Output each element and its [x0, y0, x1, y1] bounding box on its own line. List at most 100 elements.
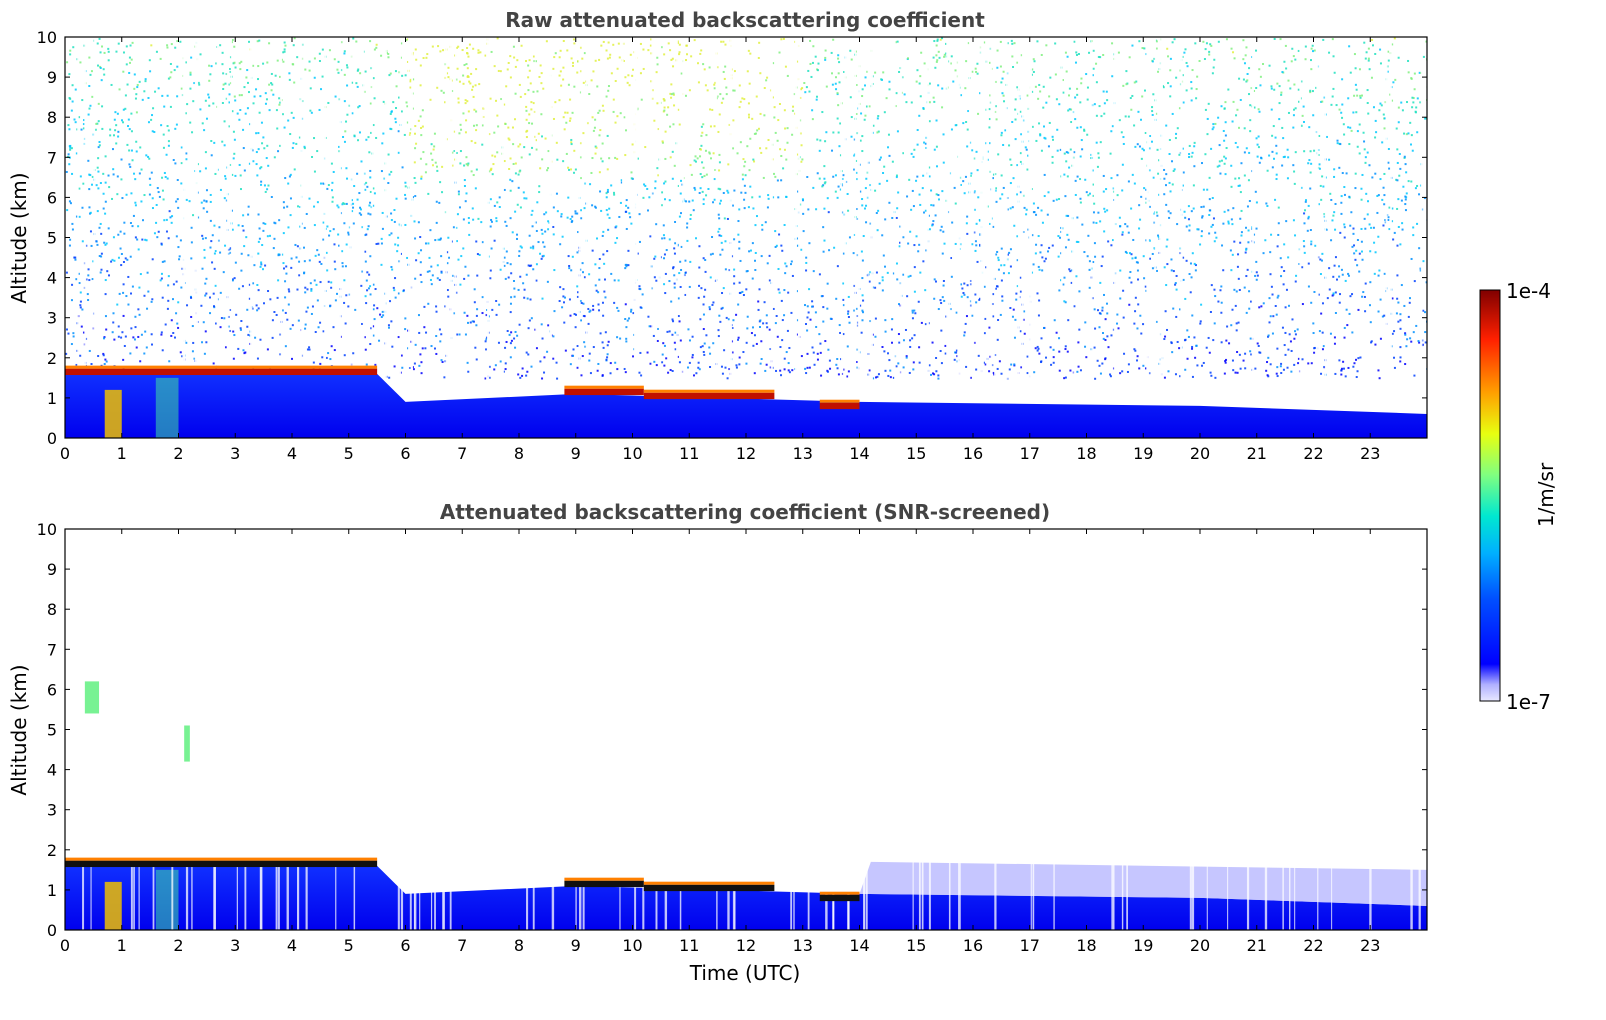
noise-pixel: [205, 292, 208, 295]
noise-pixel: [916, 69, 919, 72]
noise-pixel: [369, 190, 372, 193]
noise-pixel: [1193, 336, 1196, 339]
noise-pixel: [341, 262, 344, 265]
noise-pixel: [694, 188, 697, 191]
noise-pixel: [1130, 108, 1133, 111]
noise-pixel: [149, 70, 152, 73]
noise-pixel: [624, 76, 627, 79]
noise-pixel: [1353, 53, 1356, 56]
noise-pixel: [1424, 341, 1427, 344]
noise-pixel: [190, 56, 193, 59]
noise-pixel: [933, 373, 936, 376]
noise-pixel: [1303, 245, 1306, 248]
noise-pixel: [1259, 84, 1262, 87]
noise-pixel: [988, 108, 991, 111]
noise-pixel: [720, 40, 723, 43]
noise-pixel: [727, 318, 730, 321]
noise-pixel: [711, 108, 714, 111]
noise-pixel: [989, 94, 992, 97]
noise-pixel: [726, 217, 729, 220]
noise-pixel: [499, 268, 502, 271]
noise-pixel: [955, 311, 958, 314]
noise-pixel: [965, 222, 968, 225]
noise-pixel: [630, 171, 633, 174]
noise-pixel: [572, 348, 575, 351]
noise-pixel: [462, 247, 465, 250]
noise-pixel: [1361, 295, 1364, 298]
noise-pixel: [397, 336, 400, 339]
noise-pixel: [815, 325, 818, 328]
noise-pixel: [969, 279, 972, 282]
noise-pixel: [179, 239, 182, 242]
noise-pixel: [397, 292, 400, 295]
noise-pixel: [1132, 238, 1135, 241]
noise-pixel: [457, 193, 460, 196]
noise-pixel: [1191, 69, 1194, 72]
noise-pixel: [466, 67, 469, 70]
noise-pixel: [88, 206, 91, 209]
noise-pixel: [1290, 60, 1293, 63]
noise-pixel: [322, 330, 325, 333]
noise-pixel: [1155, 112, 1158, 115]
noise-pixel: [474, 141, 477, 144]
noise-pixel: [1116, 313, 1119, 316]
noise-pixel: [1151, 252, 1154, 255]
noise-pixel: [1413, 280, 1416, 283]
noise-pixel: [1016, 164, 1019, 167]
noise-pixel: [467, 221, 470, 224]
noise-pixel: [285, 265, 288, 268]
noise-pixel: [1204, 153, 1207, 156]
noise-pixel: [881, 276, 884, 279]
noise-pixel: [718, 169, 721, 172]
noise-pixel: [1245, 247, 1248, 250]
noise-pixel: [111, 331, 114, 334]
noise-pixel: [331, 181, 334, 184]
noise-pixel: [345, 202, 348, 205]
noise-pixel: [1312, 332, 1315, 335]
noise-pixel: [66, 61, 69, 64]
noise-pixel: [389, 300, 392, 303]
noise-pixel: [518, 170, 521, 173]
noise-pixel: [285, 272, 288, 275]
noise-pixel: [78, 282, 81, 285]
noise-pixel: [1416, 222, 1419, 225]
noise-pixel: [737, 233, 740, 236]
noise-pixel: [1141, 95, 1144, 98]
noise-pixel: [209, 246, 212, 249]
noise-pixel: [724, 65, 727, 68]
noise-pixel: [255, 304, 258, 307]
noise-pixel: [861, 277, 864, 280]
noise-pixel: [1355, 111, 1358, 114]
noise-pixel: [163, 171, 166, 174]
noise-pixel: [243, 245, 246, 248]
noise-pixel: [233, 138, 236, 141]
noise-pixel: [689, 164, 692, 167]
noise-pixel: [1391, 207, 1394, 210]
noise-pixel: [283, 50, 286, 53]
noise-pixel: [457, 97, 460, 100]
noise-pixel: [531, 225, 534, 228]
noise-pixel: [97, 355, 100, 358]
noise-pixel: [598, 258, 601, 261]
noise-pixel: [369, 293, 372, 296]
noise-pixel: [1340, 201, 1343, 204]
noise-pixel: [1208, 50, 1211, 53]
noise-pixel: [248, 162, 251, 165]
noise-pixel: [425, 163, 428, 166]
noise-pixel: [1220, 105, 1223, 108]
noise-pixel: [361, 322, 364, 325]
noise-pixel: [100, 232, 103, 235]
noise-pixel: [124, 335, 127, 338]
noise-pixel: [525, 136, 528, 139]
noise-pixel: [465, 63, 468, 66]
noise-pixel: [731, 351, 734, 354]
noise-pixel: [1123, 352, 1126, 355]
noise-pixel: [592, 129, 595, 132]
noise-pixel: [1202, 188, 1205, 191]
noise-pixel: [1129, 271, 1132, 274]
noise-pixel: [807, 208, 810, 211]
noise-pixel: [471, 88, 474, 91]
noise-pixel: [1343, 223, 1346, 226]
noise-pixel: [875, 376, 878, 379]
noise-pixel: [815, 95, 818, 98]
